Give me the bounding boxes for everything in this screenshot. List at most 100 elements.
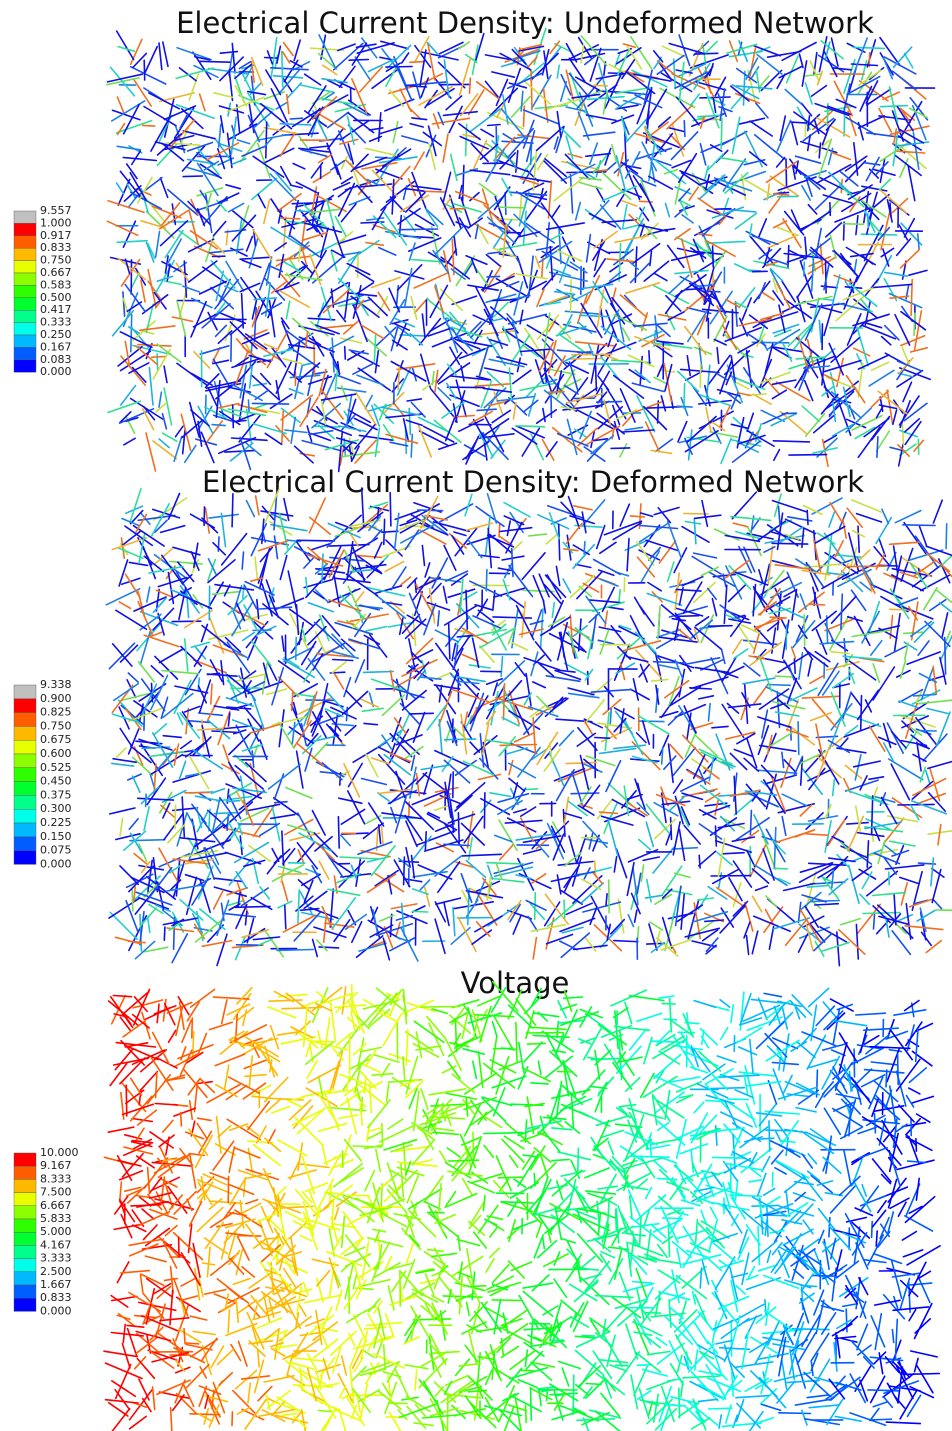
fiber bbox=[272, 796, 301, 817]
fiber bbox=[851, 529, 866, 538]
fiber bbox=[872, 795, 896, 804]
fiber bbox=[892, 1295, 899, 1310]
fiber bbox=[632, 867, 639, 906]
fiber bbox=[622, 43, 636, 49]
fiber bbox=[898, 876, 920, 885]
fiber bbox=[534, 840, 550, 858]
fiber bbox=[875, 405, 884, 419]
fiber bbox=[384, 560, 405, 573]
fiber bbox=[704, 239, 736, 258]
fiber bbox=[896, 360, 923, 372]
fiber bbox=[614, 234, 650, 244]
fiber bbox=[284, 273, 323, 281]
legend-label: 0.583 bbox=[40, 278, 72, 291]
fiber bbox=[226, 788, 230, 804]
fiber bbox=[138, 738, 173, 751]
fiber bbox=[748, 151, 768, 166]
fiber bbox=[296, 841, 316, 864]
fiber bbox=[212, 220, 227, 237]
fiber bbox=[656, 340, 684, 345]
fiber bbox=[904, 420, 922, 446]
fiber bbox=[731, 491, 758, 520]
fiber bbox=[624, 218, 645, 254]
fiber bbox=[871, 891, 907, 897]
fiber bbox=[153, 763, 157, 796]
fiber bbox=[522, 109, 560, 125]
fiber bbox=[708, 756, 715, 782]
fiber bbox=[511, 427, 538, 445]
fiber bbox=[705, 153, 725, 173]
fiber bbox=[422, 131, 443, 147]
fiber bbox=[511, 641, 529, 651]
fiber bbox=[239, 256, 273, 261]
fiber bbox=[612, 939, 639, 943]
fiber bbox=[752, 863, 788, 887]
fiber bbox=[624, 538, 651, 552]
fiber bbox=[563, 662, 590, 678]
fiber bbox=[648, 923, 658, 951]
fiber bbox=[517, 1379, 538, 1389]
fiber bbox=[240, 667, 247, 698]
fiber bbox=[478, 345, 490, 377]
fiber bbox=[814, 650, 831, 663]
fiber bbox=[285, 992, 316, 1016]
fiber bbox=[757, 324, 766, 343]
fiber bbox=[899, 399, 911, 429]
fiber bbox=[155, 589, 172, 598]
fiber bbox=[281, 847, 296, 865]
fiber bbox=[799, 260, 814, 299]
fiber bbox=[460, 364, 465, 382]
fiber bbox=[741, 1252, 750, 1286]
fiber bbox=[325, 723, 343, 743]
fiber bbox=[804, 412, 826, 437]
fiber bbox=[428, 318, 452, 333]
fiber bbox=[379, 40, 409, 50]
fiber bbox=[256, 1317, 283, 1329]
fiber bbox=[297, 362, 321, 382]
fiber bbox=[609, 801, 619, 819]
fiber bbox=[318, 368, 327, 397]
fiber bbox=[277, 659, 311, 684]
fiber bbox=[497, 567, 512, 572]
fiber bbox=[411, 888, 430, 896]
fiber bbox=[245, 761, 267, 783]
fiber bbox=[526, 324, 554, 342]
fiber bbox=[292, 162, 306, 170]
fiber bbox=[730, 515, 772, 522]
fiber bbox=[401, 135, 429, 144]
fiber bbox=[469, 741, 481, 753]
fiber bbox=[697, 694, 715, 700]
fiber bbox=[186, 811, 196, 828]
fiber bbox=[245, 442, 262, 457]
fiber bbox=[335, 1289, 343, 1312]
fiber bbox=[515, 273, 548, 280]
fiber bbox=[655, 793, 686, 807]
legend-label: 0.917 bbox=[40, 229, 72, 242]
fiber bbox=[824, 803, 832, 820]
fiber bbox=[563, 852, 582, 867]
fiber bbox=[556, 249, 583, 262]
fiber bbox=[697, 850, 717, 867]
fiber bbox=[501, 94, 509, 125]
fiber bbox=[173, 679, 192, 715]
fiber bbox=[320, 553, 324, 584]
fiber bbox=[442, 171, 452, 203]
fiber bbox=[238, 383, 247, 422]
fiber bbox=[797, 901, 802, 924]
fiber bbox=[442, 585, 448, 604]
fiber bbox=[176, 46, 212, 61]
fiber bbox=[365, 241, 385, 246]
fiber bbox=[320, 398, 327, 426]
fiber bbox=[278, 1315, 312, 1342]
fiber bbox=[281, 635, 285, 652]
fiber bbox=[771, 345, 804, 353]
fiber bbox=[543, 160, 568, 184]
fiber bbox=[784, 533, 800, 540]
fiber bbox=[814, 940, 825, 957]
fiber bbox=[360, 777, 388, 786]
fiber bbox=[363, 634, 381, 645]
fiber bbox=[478, 554, 500, 559]
fiber bbox=[374, 593, 407, 619]
fiber bbox=[291, 202, 316, 205]
fiber bbox=[663, 755, 677, 771]
